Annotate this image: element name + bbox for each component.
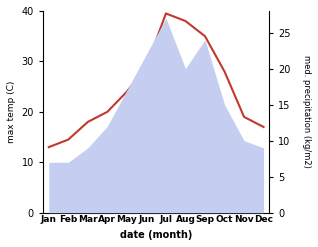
Y-axis label: med. precipitation (kg/m2): med. precipitation (kg/m2)	[302, 55, 311, 168]
Y-axis label: max temp (C): max temp (C)	[7, 81, 16, 143]
X-axis label: date (month): date (month)	[120, 230, 192, 240]
